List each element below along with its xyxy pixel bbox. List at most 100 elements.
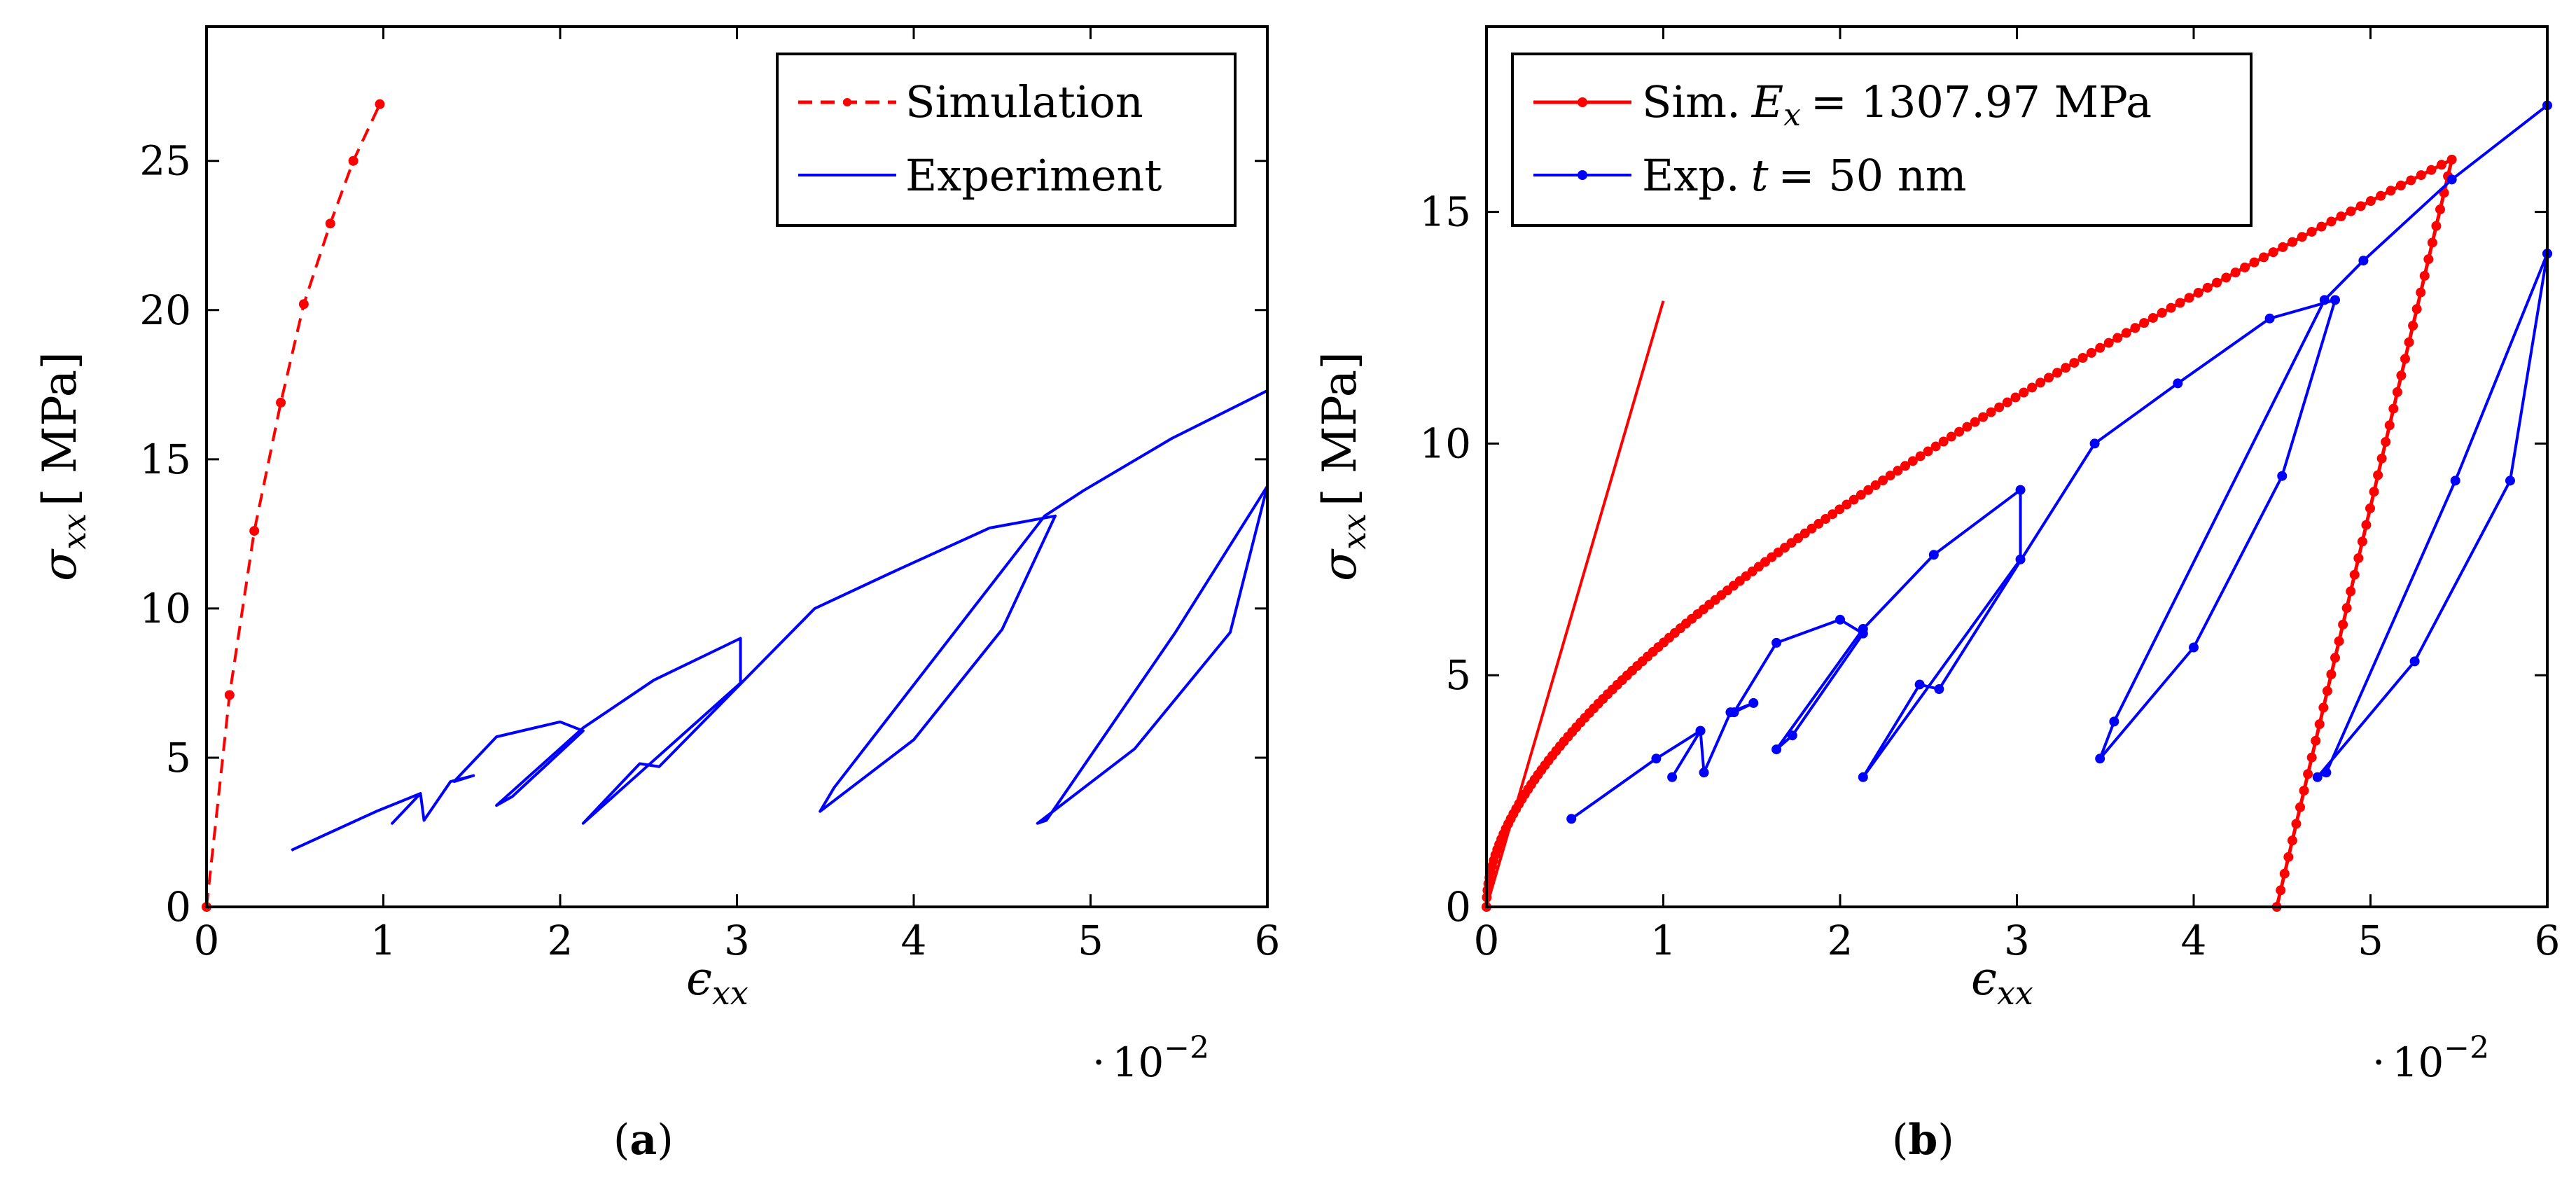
b-series-0-point — [2240, 262, 2250, 272]
b-ytick-label: 10 — [1419, 419, 1471, 467]
b-xlabel-sub: xx — [1997, 974, 2033, 1012]
b-series-1-point — [1835, 614, 1845, 625]
b-series-1-point — [2446, 174, 2457, 185]
b-series-0-point — [2336, 211, 2346, 222]
a-ytick-label: 5 — [165, 734, 191, 782]
b-y-axis-label: σxx [ MPa] — [1313, 352, 1373, 581]
a-series-0-line — [205, 103, 382, 908]
b-series-0-point — [2435, 204, 2445, 215]
b-series-0-point — [2044, 373, 2054, 383]
b-series-0-point — [2268, 247, 2278, 258]
a-xlabel-var: ϵ — [686, 952, 712, 1006]
b-series-0-point — [1856, 490, 1866, 500]
b-series-0-point — [2361, 520, 2372, 530]
b-series-0-point — [2416, 287, 2426, 298]
b-series-0-point — [2299, 786, 2309, 796]
b-series-0-point — [2369, 487, 2379, 497]
b-xtick-label: 2 — [1827, 917, 1853, 964]
b-series-1-point — [2358, 256, 2369, 266]
a-series-0-point — [325, 218, 335, 229]
b-series-0-point — [2346, 586, 2356, 597]
b-series-1-point — [2450, 475, 2460, 486]
a-xtick-label: 3 — [724, 917, 750, 964]
b-series-1-point — [2095, 754, 2105, 764]
b-series-0-point — [2318, 702, 2329, 713]
b-series-0-point — [2212, 277, 2222, 288]
b-series-0-point — [2287, 835, 2297, 846]
b-series-0-point — [2373, 470, 2383, 480]
b-series-0-point — [1900, 461, 1911, 471]
b-series-2-line — [1485, 300, 1665, 908]
b-legend-sim-prefix: Sim. — [1642, 76, 1741, 127]
b-x-scale-note: · 10−2 — [2372, 1030, 2489, 1086]
a-ytick-label: 25 — [139, 137, 191, 185]
b-series-1-point — [2505, 475, 2515, 486]
b-caption-label: b — [1908, 1116, 1937, 1165]
b-series-0-point — [2010, 392, 2021, 403]
b-series-0-point — [2112, 333, 2123, 343]
b-series-0-point — [2386, 186, 2396, 196]
b-series-0-point — [1978, 412, 1989, 422]
b-legend-exp-var: t — [1751, 150, 1769, 201]
b-series-0-point — [2395, 180, 2406, 190]
b-series-0-point — [2139, 318, 2150, 328]
a-series-0-point — [348, 155, 358, 166]
a-caption-label: a — [629, 1116, 657, 1165]
b-series-0-point — [2259, 252, 2269, 263]
b-series-0-point — [1863, 485, 1874, 495]
b-series-0-point — [1849, 494, 1859, 505]
b-series-0-point — [2349, 569, 2360, 580]
b-series-0-point — [2230, 268, 2241, 278]
b-series-1-point — [2089, 438, 2100, 449]
b-ytick-label: 5 — [1445, 651, 1471, 699]
b-series-0-point — [2357, 536, 2367, 547]
b-plot-frame — [1485, 25, 2549, 908]
b-series-0-point — [1820, 514, 1831, 525]
b-series-1-point — [1695, 726, 1706, 736]
b-xscale-base: 10 — [2392, 1039, 2444, 1086]
b-series-0-point — [2365, 503, 2375, 513]
b-series-0-point — [1962, 422, 1972, 432]
b-series-1-point — [1928, 550, 1939, 560]
b-series-0-point — [2291, 819, 2302, 829]
b-series-0-point — [2306, 226, 2317, 237]
b-series-0-point — [1834, 504, 1845, 515]
b-series-0-point — [1793, 533, 1804, 543]
b-series-1-point — [2015, 485, 2026, 495]
b-series-0-point — [2326, 216, 2337, 227]
b-series-0-point — [1842, 499, 1852, 510]
b-series-0-point — [1915, 451, 1926, 461]
b-series-0-point — [1827, 509, 1838, 520]
b-series-0-point — [2019, 387, 2029, 398]
a-tick-labels: 0 1 2 3 4 5 6 0 5 10 15 20 25 — [139, 137, 1280, 964]
a-series-0-point — [276, 397, 286, 408]
b-xtick-label: 3 — [2004, 917, 2030, 964]
b-legend-sim-marker — [1578, 97, 1587, 107]
b-series-0-point — [1885, 471, 1895, 481]
a-ylabel-sub: xx — [55, 513, 93, 550]
b-series-1-point — [2321, 768, 2332, 778]
b-series-1-point — [2264, 313, 2275, 324]
b-series-0-point — [2376, 453, 2387, 464]
b-series-0-point — [2404, 337, 2414, 347]
b-legend-sim-label: Sim. Ex = 1307.97 MPa — [1642, 76, 2152, 133]
b-series-layer — [1482, 100, 2552, 912]
svg-text:σxx[ MPa]: σxx [ MPa] — [1313, 352, 1373, 581]
a-y-axis-label: σxx [ MPa] — [33, 352, 93, 581]
b-series-0-point — [2027, 382, 2038, 393]
b-xtick-label: 1 — [1650, 917, 1676, 964]
b-series-0-point — [2419, 270, 2430, 281]
b-series-0-point — [1878, 475, 1888, 486]
b-legend-sim-var: E — [1751, 76, 1783, 127]
a-series-0-point — [249, 526, 260, 536]
b-xtick-label: 5 — [2358, 917, 2383, 964]
a-xlabel-sub: xx — [712, 974, 749, 1012]
b-series-0-point — [2193, 288, 2203, 298]
b-legend-exp-suffix: = 50 nm — [1778, 150, 1967, 201]
b-legend-sim-sub: x — [1783, 97, 1801, 133]
b-series-1-point — [2277, 471, 2288, 481]
b-legend: Sim. Ex = 1307.97 MPa Exp. t = 50 nm — [1511, 53, 2253, 227]
b-series-1-point — [2173, 378, 2183, 389]
a-xscale-base: 10 — [1112, 1039, 1164, 1086]
b-series-1-point — [1667, 772, 1678, 782]
